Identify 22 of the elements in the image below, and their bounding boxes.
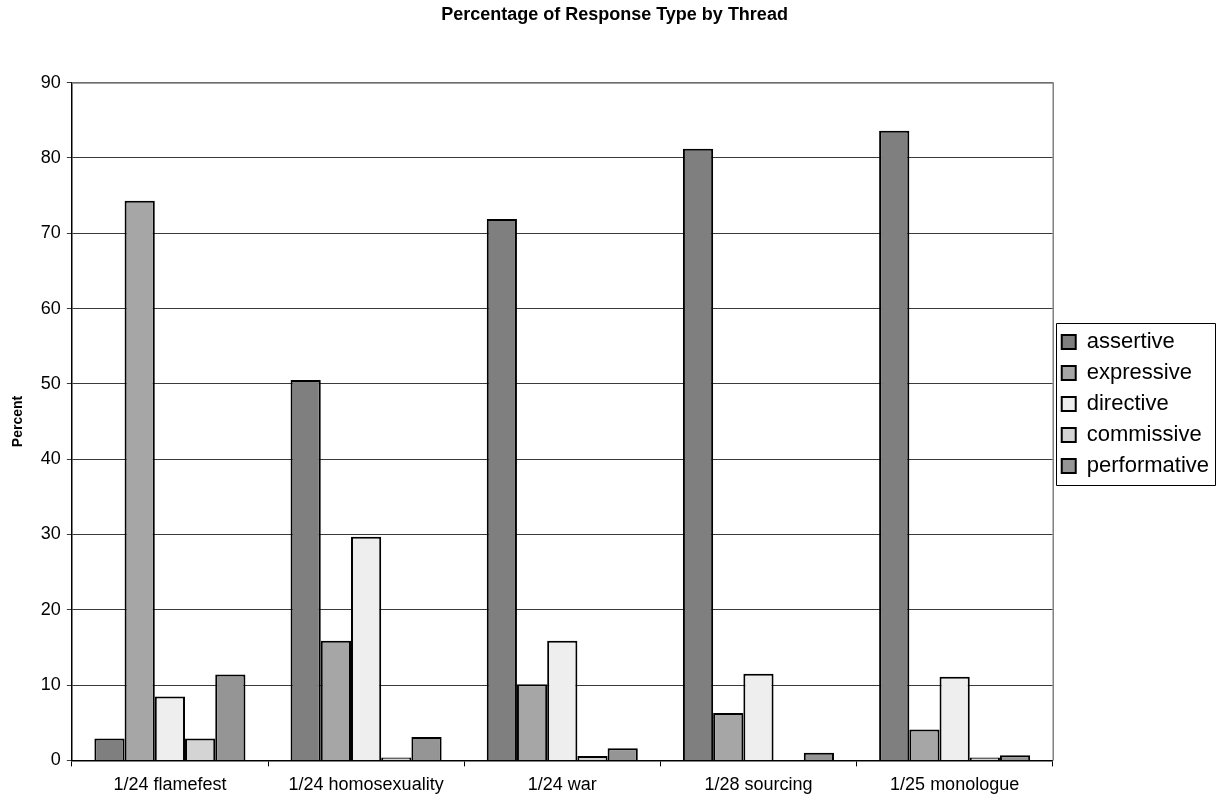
y-tick-label: 20 (40, 598, 61, 619)
x-tick-label: 1/25 monologue (890, 774, 1020, 795)
legend-label: performative (1086, 452, 1210, 478)
y-tick-label: 0 (50, 749, 61, 770)
legend-label: expressive (1086, 359, 1192, 385)
y-tick-label: 50 (40, 372, 61, 393)
x-tick-label: 1/24 flamefest (113, 774, 227, 795)
legend-label: assertive (1086, 328, 1175, 354)
y-tick-label: 90 (40, 71, 61, 92)
y-tick-label: 10 (40, 674, 61, 695)
y-tick-label: 40 (40, 448, 61, 469)
x-tick-label: 1/28 sourcing (704, 774, 813, 795)
x-tick-label: 1/24 war (527, 774, 597, 795)
legend-label: commissive (1086, 421, 1202, 447)
y-tick-label: 80 (40, 146, 61, 167)
chart-title: Percentage of Response Type by Thread (441, 3, 788, 24)
y-axis-title: Percent (9, 395, 26, 448)
y-tick-label: 70 (40, 222, 61, 243)
legend-label: directive (1086, 390, 1169, 416)
x-tick-label: 1/24 homosexuality (288, 774, 444, 795)
y-tick-label: 60 (40, 297, 61, 318)
y-tick-label: 30 (40, 523, 61, 544)
